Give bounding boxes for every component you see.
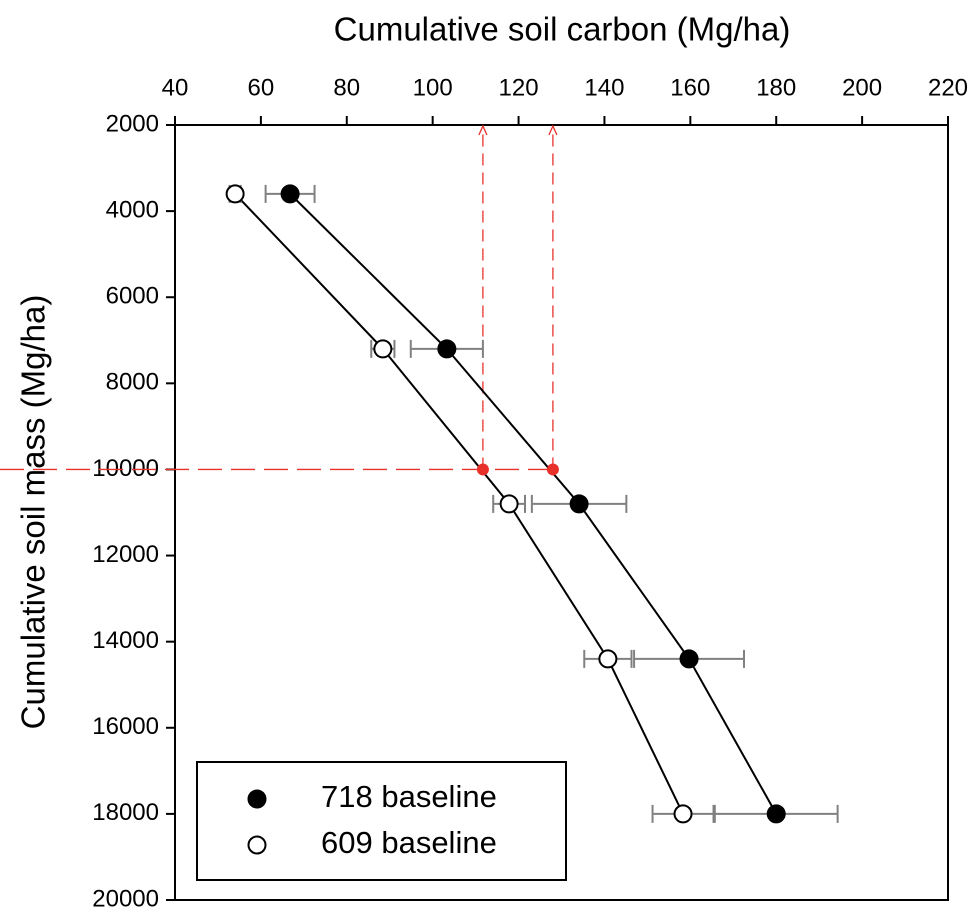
chart-title: Cumulative soil carbon (Mg/ha) xyxy=(334,11,791,48)
legend-marker xyxy=(247,835,267,855)
data-point xyxy=(280,184,300,204)
y-tick-label: 12000 xyxy=(92,541,159,568)
data-point xyxy=(499,494,519,514)
data-point xyxy=(679,649,699,669)
y-tick-label: 6000 xyxy=(106,283,159,310)
reference-point xyxy=(476,463,489,476)
x-tick-label: 60 xyxy=(248,74,275,101)
y-tick-label: 16000 xyxy=(92,713,159,740)
data-point xyxy=(598,649,618,669)
legend-label: 718 baseline xyxy=(321,779,497,814)
legend-marker xyxy=(247,789,267,809)
y-tick-label: 4000 xyxy=(106,196,159,223)
data-point xyxy=(673,804,693,824)
legend-box xyxy=(196,761,567,881)
y-tick-label: 2000 xyxy=(106,110,159,137)
reference-arrow xyxy=(548,124,558,136)
x-tick-label: 220 xyxy=(928,74,968,101)
reference-point xyxy=(546,463,559,476)
data-point xyxy=(766,804,786,824)
y-tick-label: 14000 xyxy=(92,627,159,654)
y-tick-label: 10000 xyxy=(92,455,159,482)
legend-label: 609 baseline xyxy=(321,825,497,860)
x-tick-label: 200 xyxy=(842,74,882,101)
data-point xyxy=(569,494,589,514)
x-tick-label: 140 xyxy=(584,74,624,101)
y-tick-label: 18000 xyxy=(92,799,159,826)
y-axis-label: Cumulative soil mass (Mg/ha) xyxy=(15,295,52,730)
x-tick-label: 180 xyxy=(756,74,796,101)
x-tick-label: 100 xyxy=(413,74,453,101)
data-point xyxy=(225,184,245,204)
reference-arrow xyxy=(478,124,488,136)
plot-frame xyxy=(174,124,949,901)
data-point xyxy=(373,339,393,359)
x-tick-label: 120 xyxy=(499,74,539,101)
y-tick-label: 8000 xyxy=(106,369,159,396)
x-tick-label: 40 xyxy=(162,74,189,101)
data-point xyxy=(437,339,457,359)
x-tick-label: 160 xyxy=(670,74,710,101)
y-tick-label: 20000 xyxy=(92,885,159,912)
x-tick-label: 80 xyxy=(333,74,360,101)
